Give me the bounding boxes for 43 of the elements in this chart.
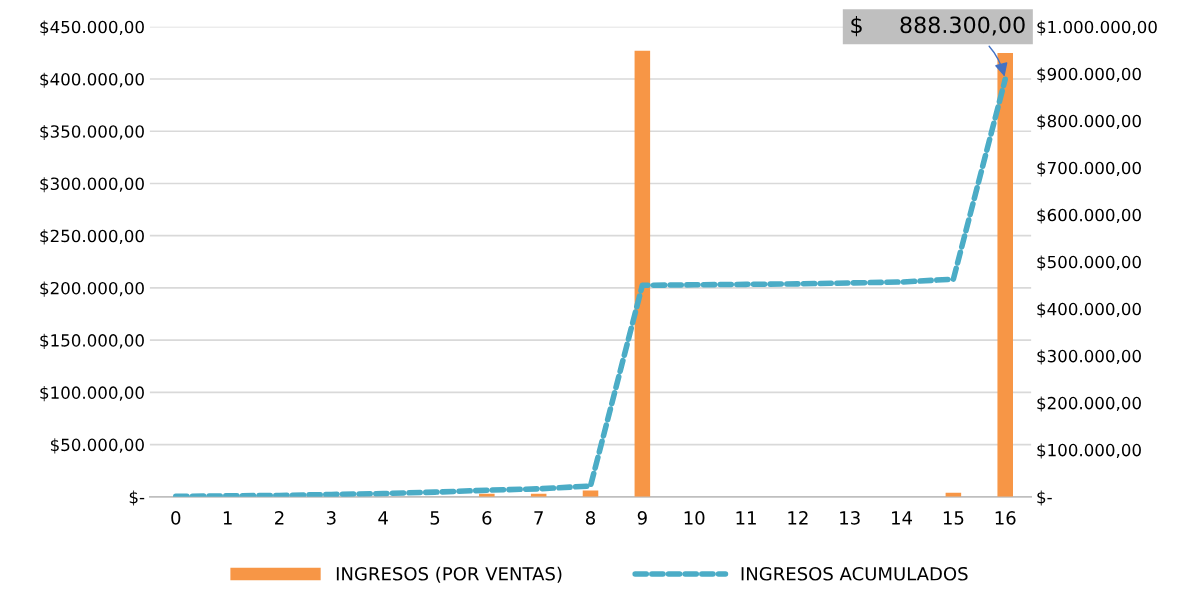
legend-label: INGRESOS ACUMULADOS xyxy=(741,566,968,581)
y2-tick-label: $- xyxy=(1037,490,1052,506)
y-tick-label: $150.000,00 xyxy=(40,333,144,349)
y2-tick-label: $100.000,00 xyxy=(1037,443,1141,459)
y-tick-label: $- xyxy=(129,490,145,506)
y2-tick-label: $500.000,00 xyxy=(1037,255,1141,271)
y2-tick-label: $400.000,00 xyxy=(1037,302,1141,318)
x-tick-label: 6 xyxy=(482,511,492,525)
y2-tick-label: $200.000,00 xyxy=(1037,396,1141,412)
x-tick-label: 16 xyxy=(995,511,1016,525)
y-tick-label: $50.000,00 xyxy=(50,438,144,454)
bar xyxy=(997,52,1013,497)
x-tick-label: 2 xyxy=(275,511,284,525)
y-tick-label: $300.000,00 xyxy=(40,177,144,193)
x-tick-label: 11 xyxy=(736,511,756,525)
y-tick-label: $250.000,00 xyxy=(40,229,144,245)
legend-label: INGRESOS (POR VENTAS) xyxy=(336,566,562,583)
x-tick-label: 9 xyxy=(637,511,647,525)
x-tick-label: 0 xyxy=(171,511,181,525)
y-tick-label: $100.000,00 xyxy=(40,386,144,402)
x-tick-label: 15 xyxy=(943,511,964,525)
x-tick-label: 7 xyxy=(534,511,543,525)
x-tick-label: 14 xyxy=(892,511,913,525)
x-tick-label: 10 xyxy=(684,511,705,525)
x-tick-label: 13 xyxy=(840,511,860,525)
bar xyxy=(634,50,651,497)
y2-tick-label: $700.000,00 xyxy=(1037,161,1141,177)
x-tick-label: 1 xyxy=(223,511,232,525)
y-tick-label: $200.000,00 xyxy=(40,281,144,297)
x-tick-label: 4 xyxy=(378,511,388,525)
y2-tick-label: $800.000,00 xyxy=(1037,114,1141,130)
x-tick-label: 8 xyxy=(585,511,596,525)
x-tick-label: 12 xyxy=(788,511,808,525)
y2-tick-label: $300.000,00 xyxy=(1037,349,1141,365)
y-tick-label: $450.000,00 xyxy=(40,20,144,36)
y2-tick-label: $1.000.000,00 xyxy=(1037,20,1157,36)
x-tick-label: 3 xyxy=(326,511,336,525)
y2-tick-label: $600.000,00 xyxy=(1037,208,1141,224)
y-tick-label: $400.000,00 xyxy=(40,72,144,88)
y2-tick-label: $900.000,00 xyxy=(1037,67,1141,83)
y-tick-label: $350.000,00 xyxy=(40,124,144,141)
x-tick-label: 5 xyxy=(430,511,440,525)
annotation: $ 888.300,00 xyxy=(851,16,1025,37)
